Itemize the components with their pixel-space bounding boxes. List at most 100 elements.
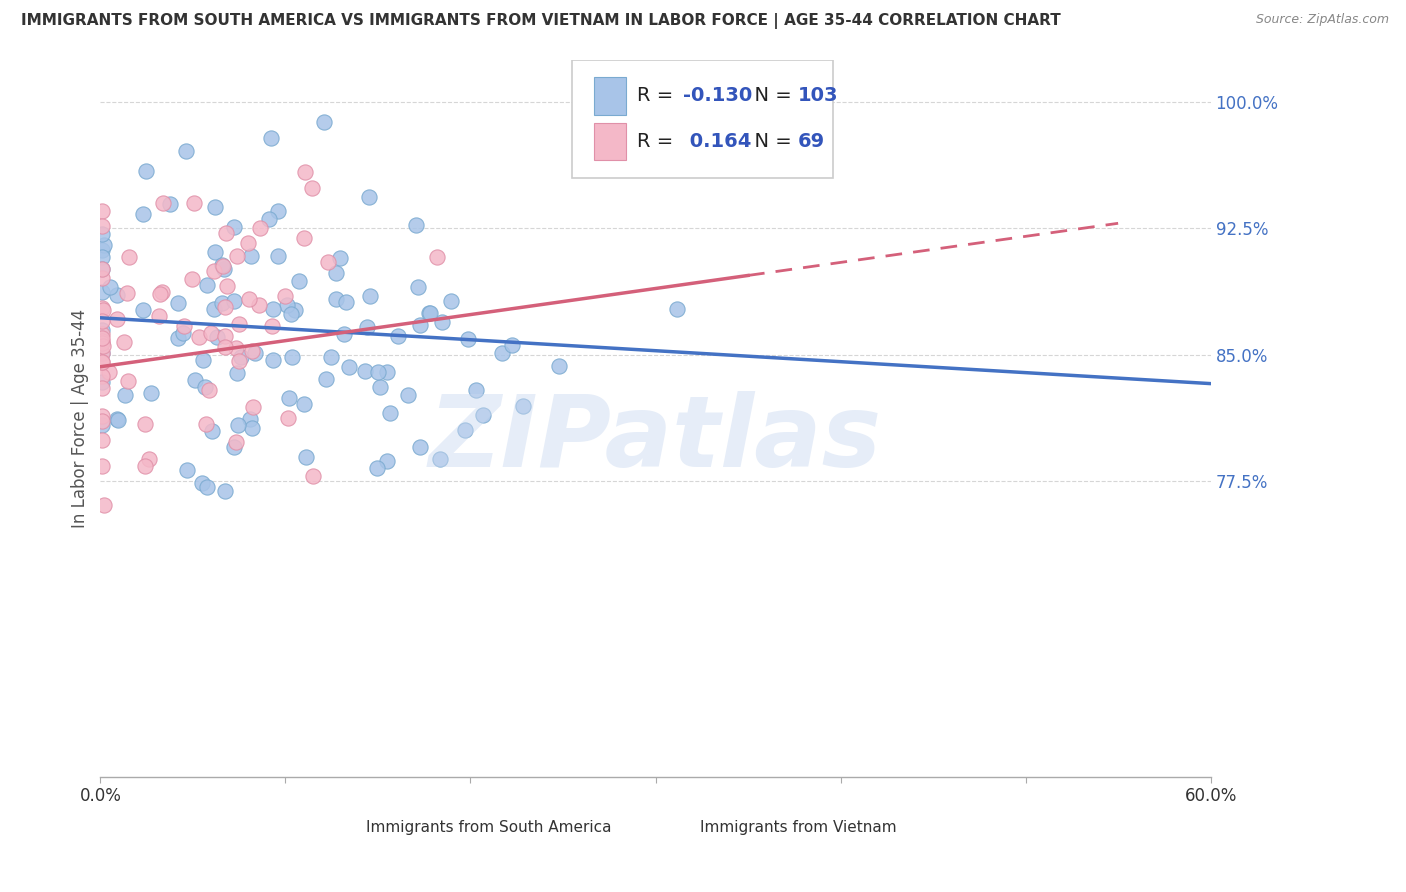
Point — [288, 274, 311, 288]
Point — [375, 365, 398, 379]
Point — [193, 353, 215, 368]
Point — [465, 383, 488, 397]
Point — [359, 189, 381, 203]
Point — [501, 337, 523, 351]
Point — [335, 294, 357, 309]
Point — [409, 440, 432, 454]
Point — [243, 346, 266, 360]
Point — [195, 277, 218, 292]
Point — [195, 480, 218, 494]
Point — [214, 484, 236, 499]
Text: Source: ZipAtlas.com: Source: ZipAtlas.com — [1256, 13, 1389, 27]
Point — [194, 417, 217, 431]
Point — [117, 374, 139, 388]
Point — [247, 298, 270, 312]
Point — [91, 355, 114, 369]
Point — [222, 220, 245, 235]
Point — [91, 346, 114, 360]
Point — [429, 451, 451, 466]
Point — [91, 302, 114, 317]
Y-axis label: In Labor Force | Age 35-44: In Labor Force | Age 35-44 — [72, 309, 89, 528]
Point — [472, 408, 495, 422]
Point — [215, 226, 238, 240]
Point — [184, 374, 207, 388]
Point — [214, 340, 236, 354]
Point — [239, 412, 262, 426]
Point — [491, 346, 513, 360]
Point — [167, 296, 190, 310]
Point — [173, 318, 195, 333]
Point — [260, 318, 283, 333]
Point — [211, 258, 233, 272]
Point — [333, 327, 356, 342]
Point — [405, 219, 427, 233]
Point — [167, 331, 190, 345]
Point — [512, 399, 534, 413]
Point — [135, 164, 157, 178]
Point — [457, 332, 479, 346]
Point — [105, 311, 128, 326]
Point — [278, 392, 301, 406]
Point — [91, 204, 114, 219]
Point — [194, 380, 217, 394]
Point — [91, 261, 114, 276]
Point — [148, 309, 170, 323]
Point — [212, 259, 235, 273]
FancyBboxPatch shape — [572, 60, 834, 178]
Point — [375, 454, 398, 468]
Point — [174, 145, 197, 159]
FancyBboxPatch shape — [613, 819, 638, 835]
Point — [262, 353, 284, 368]
Point — [329, 251, 352, 265]
Point — [91, 227, 114, 242]
Point — [378, 406, 401, 420]
Point — [91, 251, 114, 265]
Point — [204, 245, 226, 260]
Point — [93, 238, 115, 252]
Point — [257, 211, 280, 226]
Point — [337, 359, 360, 374]
Point — [418, 306, 440, 320]
Point — [98, 365, 121, 379]
Point — [249, 221, 271, 235]
Point — [91, 369, 114, 384]
Point — [419, 305, 441, 319]
Point — [91, 414, 114, 428]
Point — [315, 372, 337, 386]
Point — [91, 334, 114, 349]
Point — [228, 317, 250, 331]
Point — [240, 344, 263, 359]
Point — [91, 326, 114, 341]
Point — [367, 365, 389, 379]
Point — [134, 458, 156, 473]
Point — [547, 359, 569, 373]
Point — [212, 261, 235, 276]
Text: ZIPatlas: ZIPatlas — [429, 392, 882, 488]
Point — [242, 400, 264, 414]
Point — [222, 294, 245, 309]
Point — [91, 381, 114, 395]
Point — [131, 207, 153, 221]
Point — [91, 301, 114, 315]
Point — [231, 350, 253, 364]
Text: -0.130: -0.130 — [683, 87, 752, 105]
Point — [228, 353, 250, 368]
Point — [204, 200, 226, 214]
Point — [172, 326, 194, 341]
Point — [191, 476, 214, 491]
Point — [138, 452, 160, 467]
Text: R =: R = — [637, 132, 679, 151]
Point — [267, 249, 290, 263]
Point — [91, 417, 114, 432]
Point — [91, 409, 114, 424]
Point — [325, 292, 347, 306]
Point — [302, 468, 325, 483]
Point — [353, 364, 375, 378]
Point — [240, 421, 263, 435]
Point — [215, 278, 238, 293]
Point — [274, 288, 297, 302]
Point — [114, 388, 136, 402]
Point — [301, 181, 323, 195]
Point — [425, 250, 447, 264]
Point — [267, 203, 290, 218]
